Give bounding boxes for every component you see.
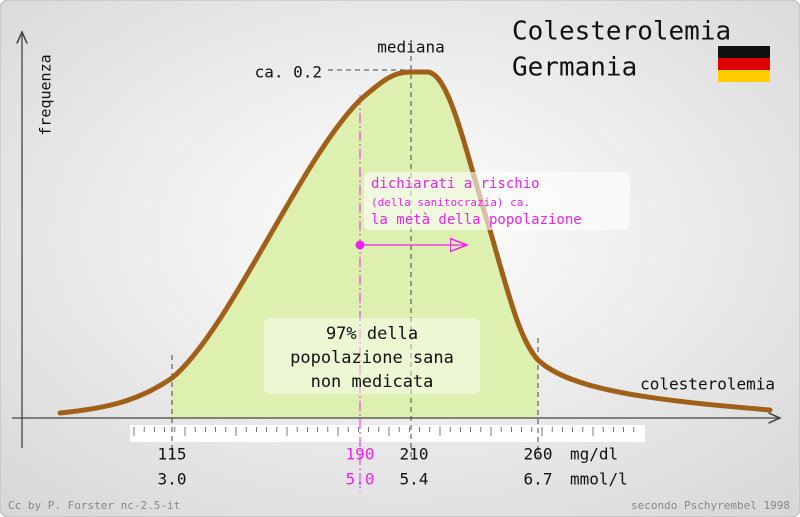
risk-text: la metà della popolazione bbox=[371, 212, 582, 228]
x-axis-label: colesterolemia bbox=[640, 375, 775, 394]
risk-box bbox=[364, 172, 630, 230]
footer-right: secondo Pschyrembel 1998 bbox=[631, 499, 790, 512]
scale-label: 3.0 bbox=[158, 470, 187, 489]
peak-label: ca. 0.2 bbox=[255, 63, 322, 82]
median-label: mediana bbox=[377, 38, 444, 57]
risk-text: dichiarati a rischio bbox=[371, 176, 540, 192]
scale-label: 6.7 bbox=[524, 470, 553, 489]
healthy-box bbox=[264, 318, 480, 394]
y-axis-label: frequenza bbox=[37, 54, 55, 135]
healthy-text: popolazione sana bbox=[290, 348, 454, 368]
scale-label: 5.0 bbox=[346, 470, 375, 489]
scale-label: 190 bbox=[346, 445, 375, 464]
flag-stripe bbox=[718, 58, 770, 70]
title: Germania bbox=[512, 53, 637, 83]
flag-stripe bbox=[718, 46, 770, 58]
ruler bbox=[130, 425, 645, 442]
flag-stripe bbox=[718, 70, 770, 82]
title: Colesterolemia bbox=[512, 17, 731, 47]
risk-text: (della sanitocrazia) ca. bbox=[371, 196, 530, 209]
healthy-text: non medicata bbox=[311, 372, 434, 392]
ruler-ticks bbox=[133, 427, 635, 436]
scale-label: 210 bbox=[400, 445, 429, 464]
scale-label: 115 bbox=[158, 445, 187, 464]
footer-left: Cc by P. Forster nc-2.5-it bbox=[8, 499, 180, 512]
scale-label: 260 bbox=[524, 445, 553, 464]
healthy-area bbox=[172, 72, 538, 418]
scale-unit: mmol/l bbox=[570, 470, 628, 489]
distribution-curve bbox=[57, 69, 773, 416]
healthy-text: 97% della bbox=[326, 324, 418, 344]
scale-unit: mg/dl bbox=[570, 445, 618, 464]
scale-label: 5.4 bbox=[400, 470, 429, 489]
